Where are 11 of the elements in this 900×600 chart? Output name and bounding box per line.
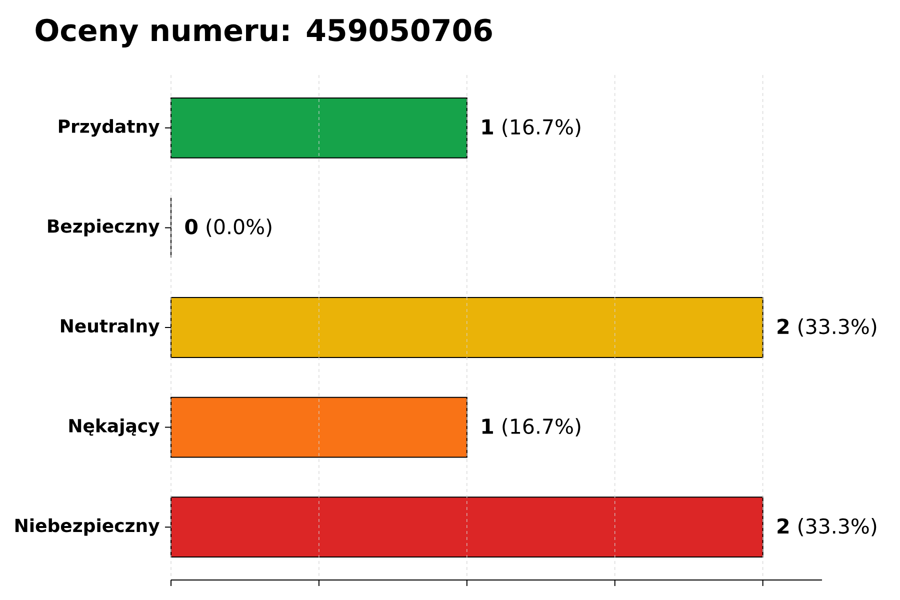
data-label: 0 (0.0%) (185, 218, 272, 237)
y-tick-label: Neutralny (61, 318, 160, 336)
y-tick-label: Nękający (69, 418, 160, 436)
data-label: 2 (33.3%) (778, 518, 876, 536)
y-tick-label: Bezpieczny (48, 218, 160, 236)
y-tick-label: Niebezpieczny (15, 518, 160, 536)
data-label: 1 (16.7%) (482, 418, 580, 436)
data-label: 1 (16.7%) (482, 118, 580, 138)
y-tick-label: Przydatny (58, 119, 160, 137)
data-label: 2 (33.3%) (778, 318, 876, 337)
chart-title: Oceny numeru: 459050706 (36, 18, 492, 48)
